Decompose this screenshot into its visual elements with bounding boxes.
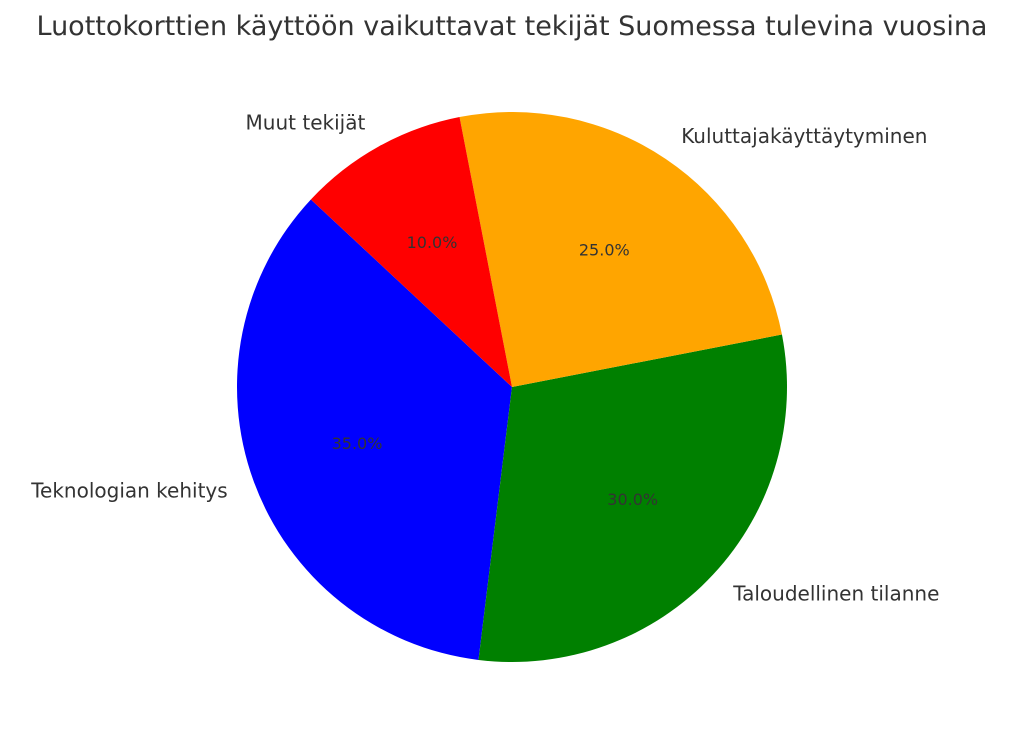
pie-percent-label: 30.0% — [607, 490, 658, 509]
pie-slices — [237, 111, 788, 662]
pie-category-label: Muut tekijät — [246, 110, 366, 134]
pie-percent-label: 35.0% — [332, 434, 383, 453]
pie-category-label: Kuluttajakäyttäytyminen — [681, 124, 927, 148]
pie-slice-taloudellinen-tilanne — [478, 334, 788, 662]
pie-slice-kuluttajakayttaytyminen — [459, 111, 782, 388]
pie-labels: 35.0% Teknologian kehitys 30.0% Taloudellin… — [30, 110, 939, 605]
pie-percent-label: 10.0% — [407, 233, 458, 252]
pie-slice-muut-tekijat — [310, 117, 512, 388]
chart-title: Luottokorttien käyttöön vaikuttavat teki… — [37, 11, 988, 42]
pie-slice-teknologian-kehitys — [237, 199, 512, 660]
pie-percent-label: 25.0% — [579, 241, 630, 260]
pie-category-label: Taloudellinen tilanne — [732, 581, 939, 605]
pie-category-label: Teknologian kehitys — [30, 479, 227, 503]
